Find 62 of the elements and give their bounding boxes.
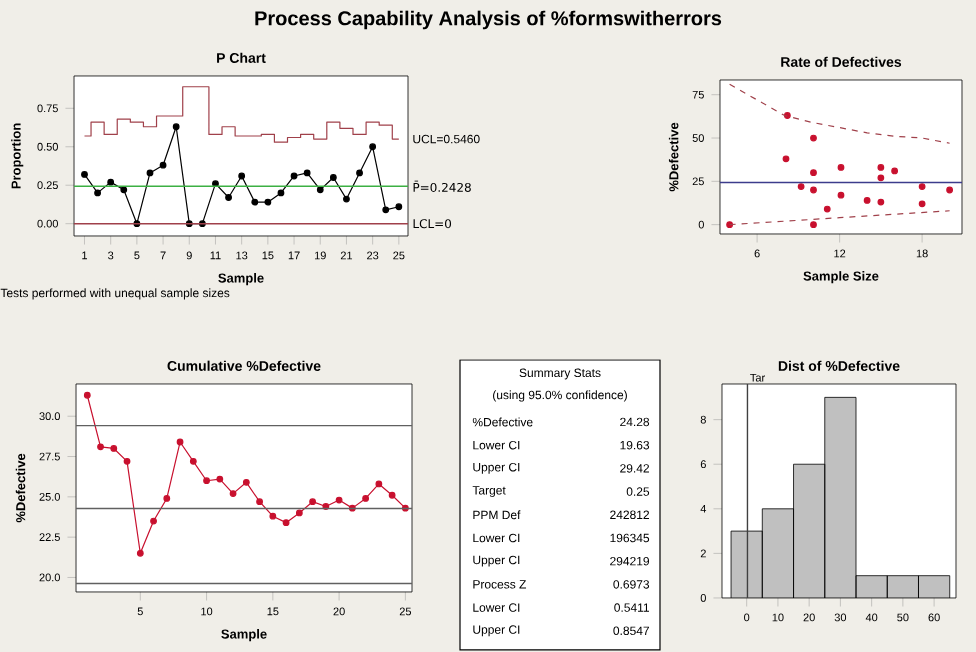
- point: [94, 189, 101, 197]
- point: [81, 171, 88, 178]
- point: [163, 495, 171, 502]
- point: [97, 443, 104, 451]
- point: [388, 491, 396, 499]
- point: [877, 174, 885, 182]
- point: [877, 198, 885, 206]
- point: [395, 203, 403, 211]
- point: [251, 198, 259, 206]
- point: [216, 475, 224, 483]
- point: [146, 169, 154, 177]
- point: [225, 194, 232, 201]
- point: [810, 186, 817, 194]
- point: [335, 496, 343, 504]
- point: [823, 205, 831, 213]
- point: [918, 183, 926, 190]
- point: [322, 503, 330, 510]
- point: [375, 480, 383, 488]
- point: [810, 134, 817, 142]
- point: [290, 172, 298, 180]
- point: [229, 490, 237, 498]
- point: [203, 477, 210, 485]
- point: [837, 191, 845, 199]
- point: [356, 169, 363, 177]
- point: [837, 164, 845, 171]
- point: [863, 196, 871, 204]
- point: [891, 167, 899, 175]
- point: [269, 512, 277, 520]
- point: [797, 183, 805, 190]
- point: [242, 478, 250, 486]
- point: [107, 178, 115, 186]
- point: [382, 206, 390, 214]
- text: Process Capability Analysis of %formswitherrors: [255, 10, 722, 30]
- point: [189, 457, 197, 465]
- point: [282, 519, 290, 527]
- point: [136, 549, 144, 557]
- point: [329, 174, 337, 181]
- point: [159, 161, 167, 169]
- point: [782, 155, 790, 163]
- point: [369, 143, 377, 151]
- point: [810, 221, 817, 229]
- point: [176, 438, 184, 446]
- point: [877, 164, 885, 171]
- point: [256, 498, 263, 506]
- point: [309, 498, 316, 506]
- point: [918, 200, 926, 208]
- point: [110, 445, 118, 452]
- point: [362, 495, 370, 502]
- point: [83, 391, 91, 399]
- point: [343, 195, 350, 203]
- point: [264, 198, 272, 206]
- point: [295, 509, 303, 517]
- point: [303, 169, 311, 177]
- point: [810, 169, 817, 177]
- point: [277, 189, 285, 197]
- point: [946, 186, 954, 194]
- point: [316, 186, 324, 194]
- point: [150, 517, 157, 525]
- point: [120, 186, 128, 194]
- point: [123, 457, 131, 465]
- point: [238, 172, 246, 180]
- point: [172, 123, 180, 131]
